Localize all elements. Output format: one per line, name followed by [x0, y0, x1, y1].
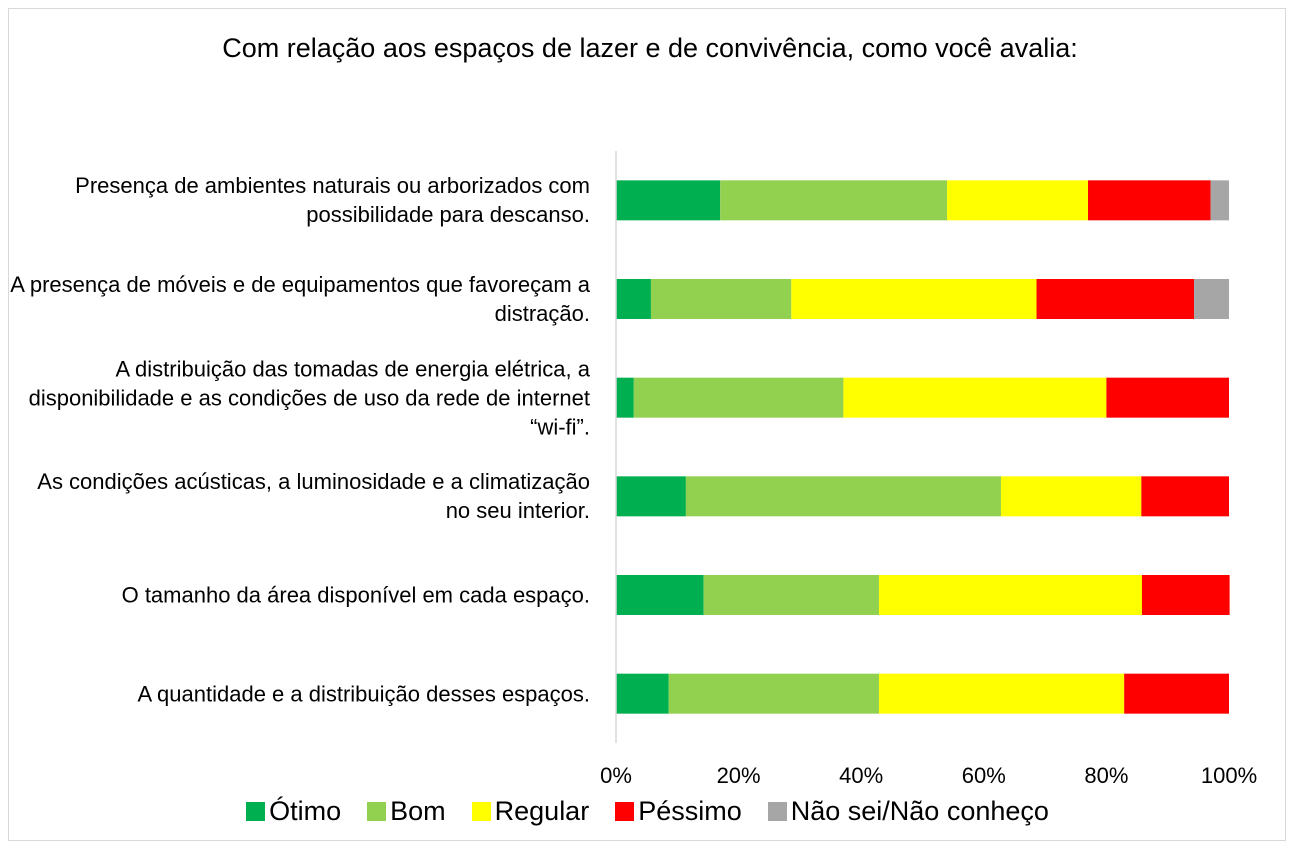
bar-segment [616, 476, 686, 517]
x-tick-label: 100% [1201, 763, 1257, 788]
bar-segment [668, 673, 879, 714]
y-tick-label: Presença de ambientes naturais ou arbori… [75, 173, 590, 228]
bar-segment [650, 279, 792, 319]
legend: Ótimo Bom Regular Péssimo Não sei/Não conheç… [0, 793, 1295, 829]
chart-frame [8, 8, 1286, 841]
legend-item: Péssimo [615, 793, 742, 829]
bar-segment [791, 279, 1037, 319]
bar-segment [616, 575, 704, 615]
bar-segment [878, 673, 1125, 714]
bar-segment [1000, 476, 1142, 517]
legend-label: Regular [494, 796, 590, 826]
x-tick-label: 60% [962, 763, 1006, 788]
bar-segment [1124, 673, 1229, 714]
legend-item: Bom [367, 793, 446, 829]
legend-label: Bom [390, 796, 446, 826]
bar-segment [947, 180, 1089, 221]
legend-swatch [767, 801, 787, 821]
legend-swatch [471, 801, 491, 821]
bar-segment [1106, 377, 1229, 418]
legend-item: Não sei/Não conheço [767, 793, 1049, 829]
bar-segment [616, 279, 651, 319]
y-tick-label: A quantidade e a distribuição desses esp… [137, 681, 590, 707]
legend-label: Não sei/Não conheço [790, 796, 1049, 826]
bar-segment [1194, 279, 1229, 319]
bar-segment [633, 377, 844, 418]
legend-item: Regular [471, 793, 590, 829]
legend-swatch [246, 801, 266, 821]
x-tick-label: 40% [839, 763, 883, 788]
bar-segment [843, 377, 1107, 418]
bar-segment [703, 575, 879, 615]
bar-segment [616, 377, 634, 418]
legend-swatch [615, 801, 635, 821]
bar-segment [878, 575, 1142, 615]
x-tick-label: 80% [1084, 763, 1128, 788]
bar-segment [1088, 180, 1211, 221]
y-tick-label: O tamanho da área disponível em cada esp… [121, 582, 590, 608]
x-tick-label: 20% [717, 763, 761, 788]
chart-title: Com relação aos espaços de lazer e de co… [222, 33, 1078, 63]
x-tick-label: 0% [600, 763, 632, 788]
bar-segment [1141, 575, 1230, 615]
y-tick-label: A distribuição das tomadas de energia el… [28, 356, 590, 440]
bar-segment [1036, 279, 1195, 319]
bar-segment [720, 180, 948, 221]
legend-swatch [367, 801, 387, 821]
legend-label: Ótimo [269, 796, 342, 826]
bar-segment [1141, 476, 1229, 517]
bar-segment [1210, 180, 1229, 221]
bar-segment [616, 673, 669, 714]
legend-label: Péssimo [638, 796, 742, 826]
legend-item: Ótimo [246, 793, 341, 829]
bar-segment [685, 476, 1001, 517]
y-tick-label: As condições acústicas, a luminosidade e… [37, 469, 590, 524]
bar-segment [616, 180, 721, 221]
y-tick-label: A presença de móveis e de equipamentos q… [10, 272, 590, 326]
